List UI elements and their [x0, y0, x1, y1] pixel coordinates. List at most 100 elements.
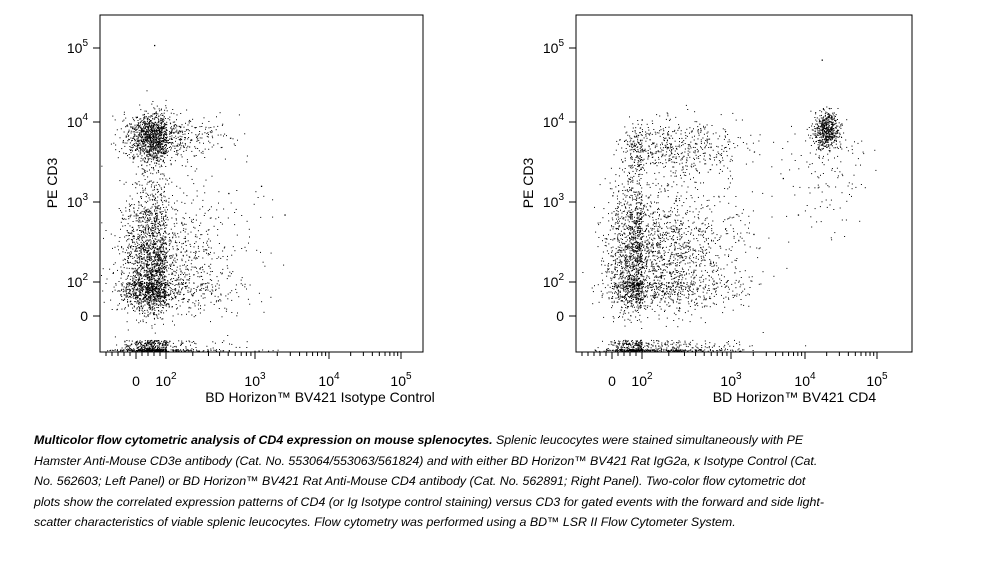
event-dot-0	[163, 162, 165, 164]
event-dot-1	[142, 293, 144, 295]
event-dot-1	[191, 314, 193, 316]
event-dot-1	[149, 255, 151, 257]
event-dot-0	[144, 161, 146, 163]
outlier-dot	[228, 192, 230, 195]
event-dot-1	[174, 296, 176, 298]
event-dot-0	[113, 142, 115, 144]
event-dot-0	[723, 138, 725, 140]
event-dot-1	[120, 221, 122, 223]
y-tick-label: 104	[67, 112, 89, 130]
event-dot-1	[127, 223, 129, 225]
event-dot-1	[142, 283, 144, 285]
event-dot-1	[140, 345, 142, 347]
event-dot-1	[178, 293, 180, 295]
event-dot-1	[180, 278, 182, 280]
event-dot-0	[196, 135, 198, 137]
event-dot-1	[227, 255, 228, 257]
event-dot-1	[128, 245, 130, 247]
event-dot-1	[143, 254, 145, 255]
event-dot-0	[146, 149, 148, 151]
event-dot-1	[227, 275, 229, 277]
event-dot-1	[151, 225, 153, 226]
event-dot-1	[111, 309, 113, 310]
event-dot-0	[122, 120, 124, 122]
event-dot-1	[213, 304, 215, 305]
event-dot-1	[147, 243, 148, 245]
event-dot-1	[189, 350, 191, 352]
event-dot-0	[201, 133, 203, 135]
event-dot-1	[160, 251, 162, 252]
event-dot-0	[174, 145, 176, 147]
event-dot-1	[163, 305, 165, 306]
event-dot-1	[174, 242, 176, 243]
event-dot-0	[178, 138, 180, 140]
event-dot-1	[152, 195, 154, 197]
event-dot-1	[138, 306, 140, 308]
event-dot-1	[153, 344, 155, 346]
event-dot-1	[141, 262, 143, 264]
event-dot-0	[131, 144, 133, 146]
event-dot-1	[159, 256, 161, 257]
event-dot-1	[123, 294, 125, 296]
event-dot-1	[152, 263, 154, 265]
event-dot-1	[158, 287, 160, 289]
event-dot-1	[154, 235, 156, 237]
event-dot-1	[139, 341, 141, 343]
event-dot-1	[162, 284, 163, 286]
event-dot-0	[180, 147, 182, 149]
event-dot-1	[159, 224, 161, 226]
event-dot-0	[110, 143, 112, 145]
event-dot-1	[135, 341, 137, 343]
event-dot-0	[156, 105, 158, 107]
event-dot-0	[147, 136, 149, 138]
event-dot-1	[158, 282, 160, 284]
event-dot-1	[156, 284, 158, 286]
event-dot-0	[179, 126, 181, 127]
event-dot-1	[164, 231, 166, 233]
event-dot-0	[169, 132, 171, 134]
event-dot-1	[147, 284, 149, 286]
event-dot-0	[161, 140, 163, 142]
event-dot-1	[140, 275, 141, 277]
event-dot-1	[198, 350, 200, 352]
event-dot-0	[139, 147, 141, 149]
event-dot-0	[156, 137, 158, 139]
event-dot-0	[216, 116, 217, 118]
event-dot-1	[163, 224, 164, 226]
event-dot-1	[151, 206, 153, 208]
event-dot-1	[196, 290, 197, 292]
event-dot-1	[150, 212, 152, 214]
event-dot-1	[159, 270, 160, 272]
event-dot-1	[156, 348, 158, 350]
event-dot-1	[136, 341, 138, 343]
event-dot-1	[142, 248, 144, 250]
event-dot-0	[689, 145, 691, 147]
event-dot-1	[142, 307, 144, 309]
event-dot-1	[146, 263, 148, 265]
event-dot-0	[154, 137, 155, 139]
event-dot-1	[161, 301, 163, 302]
event-dot-1	[260, 251, 261, 253]
event-dot-1	[147, 287, 149, 288]
event-dot-1	[157, 279, 159, 281]
event-dot-1	[152, 182, 154, 184]
event-dot-1	[270, 296, 272, 298]
event-dot-1	[185, 212, 187, 214]
event-dot-1	[149, 169, 150, 171]
event-dot-1	[140, 192, 142, 194]
event-dot-1	[158, 250, 160, 252]
event-dot-1	[121, 211, 123, 213]
event-dot-1	[144, 276, 146, 278]
event-dot-0	[164, 148, 166, 150]
event-dot-0	[169, 146, 171, 148]
event-dot-0	[152, 145, 154, 147]
event-dot-1	[153, 314, 154, 316]
event-dot-0	[150, 139, 152, 141]
event-dot-1	[134, 293, 136, 294]
event-dot-1	[156, 301, 158, 302]
event-dot-0	[188, 130, 190, 132]
event-dot-1	[145, 288, 147, 290]
event-dot-1	[157, 276, 159, 278]
event-dot-1	[144, 350, 145, 352]
event-dot-0	[159, 110, 160, 112]
